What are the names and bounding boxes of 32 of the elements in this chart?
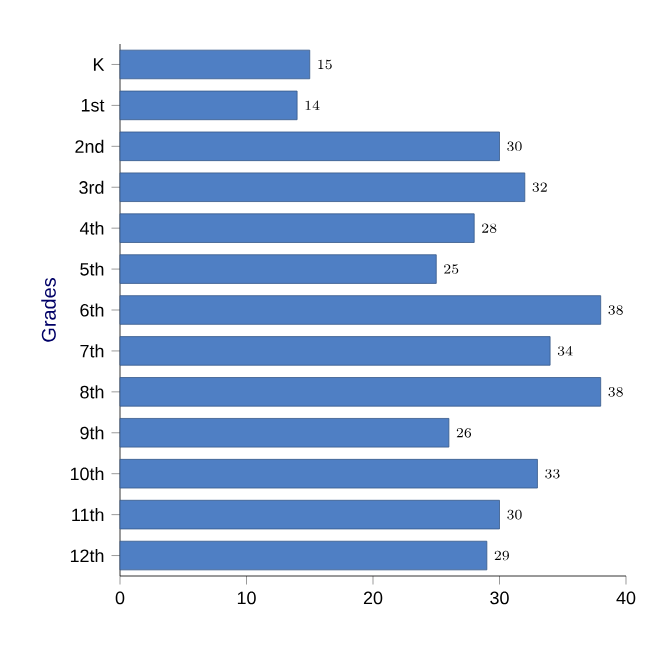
y-tick-label: 10th [70, 467, 104, 481]
bar [119, 499, 500, 530]
bar [119, 213, 475, 243]
x-tick-label: 10 [237, 591, 256, 605]
y-tick-label: 11th [72, 508, 104, 522]
bar [119, 540, 488, 571]
y-tick-label: 4th [79, 221, 104, 235]
y-tick-label: 6th [80, 303, 104, 317]
y-axis-title: Grades [41, 278, 56, 342]
bar [119, 418, 450, 448]
bar [119, 295, 602, 325]
bar [119, 377, 602, 407]
bar [119, 90, 298, 121]
y-tick-label: 1st [81, 99, 105, 112]
x-tick-label: 30 [490, 591, 509, 605]
y-tick-label: 9th [80, 426, 104, 440]
bar [119, 254, 437, 284]
bar [119, 336, 551, 366]
y-tick-label: 2nd [75, 139, 104, 153]
x-tick-label: 0 [115, 591, 125, 605]
x-tick-label: 20 [363, 591, 383, 605]
bar [119, 131, 500, 162]
bar [119, 49, 311, 80]
bar [119, 458, 538, 489]
y-tick-label: 5th [80, 262, 104, 276]
y-tick-label: 7th [80, 344, 104, 358]
y-tick-label: 12th [70, 548, 104, 563]
x-tick-label: 40 [616, 591, 636, 605]
y-tick-label: K [93, 58, 105, 71]
y-tick-label: 3rd [79, 180, 104, 194]
bar [119, 172, 526, 202]
y-tick-label: 8th [80, 385, 104, 399]
